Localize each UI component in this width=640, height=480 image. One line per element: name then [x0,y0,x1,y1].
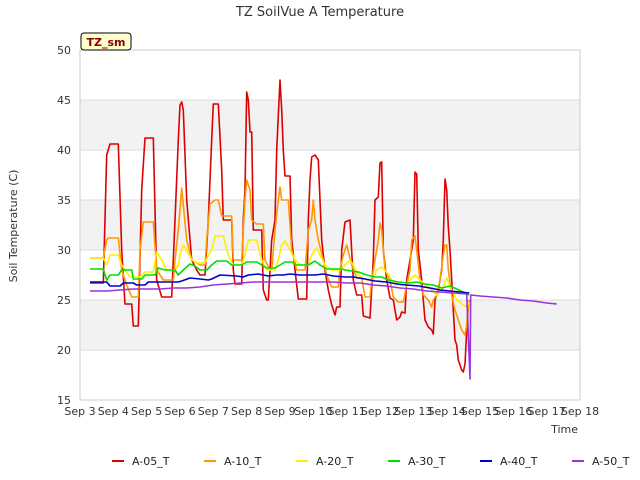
x-tick-label: Sep 16 [494,405,532,418]
background-bands [80,50,580,400]
x-tick-label: Sep 5 [131,405,162,418]
x-tick-label: Sep 14 [428,405,466,418]
chart-title: TZ SoilVue A Temperature [235,5,404,20]
legend-label: A-05_T [132,455,170,468]
x-tick-label: Sep 4 [98,405,129,418]
x-tick-label: Sep 12 [361,405,399,418]
legend-label: A-20_T [316,455,354,468]
x-tick-label: Sep 8 [231,405,262,418]
series-layer [90,79,557,380]
legend-label: A-10_T [224,455,262,468]
series-line-a-05_t [90,79,471,373]
x-axis-label: Time [550,423,578,436]
y-tick-label: 30 [57,244,71,257]
y-tick-label: 20 [57,344,71,357]
legend-label: A-40_T [500,455,538,468]
background-band [80,50,580,100]
background-band [80,300,580,350]
x-tick-label: Sep 15 [461,405,499,418]
background-band [80,150,580,200]
legend-label: A-50_T [592,455,630,468]
x-tick-label: Sep 3 [64,405,95,418]
x-tick-label: Sep 6 [164,405,195,418]
tag-label: TZ_sm [87,36,126,49]
x-tick-label: Sep 17 [528,405,566,418]
background-band [80,350,580,400]
series-line-a-30_t [90,260,470,296]
x-tick-label: Sep 7 [198,405,229,418]
tag-box: TZ_sm [80,32,132,51]
x-tick-label: Sep 11 [328,405,366,418]
x-tick-label: Sep 10 [294,405,332,418]
x-tick-label: Sep 9 [264,405,295,418]
y-tick-labels: 15 20 25 30 35 40 45 50 [57,44,71,407]
background-band [80,100,580,150]
y-tick-label: 25 [57,294,71,307]
y-axis-label: Soil Temperature (C) [7,170,20,283]
plot-frame [79,49,581,401]
y-tick-label: 40 [57,144,71,157]
y-tick-label: 50 [57,44,71,57]
legend: A-05_T A-10_T A-20_T A-30_T A-40_T A-50_T [112,455,630,468]
y-tick-label: 15 [57,394,71,407]
tag-box-background [80,32,132,51]
y-tick-label: 35 [57,194,71,207]
series-line-a-40_t [90,273,470,294]
y-tick-label: 45 [57,94,71,107]
x-tick-label: Sep 13 [394,405,432,418]
series-line-a-50_t [90,281,557,380]
series-line-a-10_t [90,179,471,336]
background-band [80,200,580,250]
legend-label: A-30_T [408,455,446,468]
series-line-a-20_t [90,235,471,308]
x-tick-label: Sep 18 [561,405,599,418]
